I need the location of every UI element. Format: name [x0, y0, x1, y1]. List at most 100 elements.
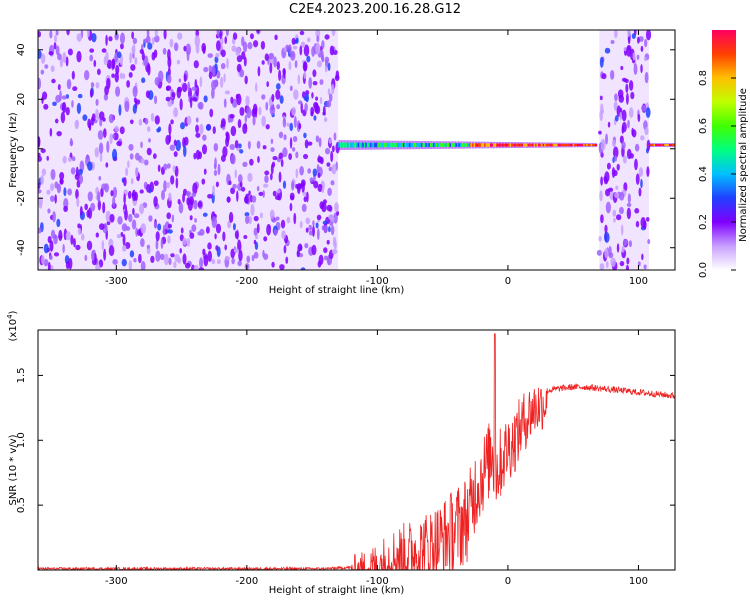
noise-cell — [293, 212, 297, 225]
signal-cell — [474, 143, 477, 147]
noise-cell — [49, 30, 53, 39]
noise-cell — [203, 168, 207, 175]
noise-cell — [634, 158, 638, 171]
signal-cell — [353, 142, 356, 148]
noise-cell — [173, 139, 177, 146]
noise-cell — [605, 133, 608, 145]
noise-cell — [220, 62, 226, 70]
noise-cell — [154, 35, 160, 43]
noise-cell — [38, 136, 41, 148]
noise-cell — [635, 173, 640, 185]
noise-cell — [208, 71, 213, 79]
signal-cell — [380, 142, 383, 148]
noise-cell — [604, 188, 611, 197]
noise-cell — [247, 140, 251, 150]
noise-cell — [146, 147, 152, 156]
noise-cell — [130, 178, 134, 185]
noise-cell — [74, 173, 81, 181]
noise-cell — [638, 167, 644, 177]
noise-cell — [219, 30, 222, 40]
noise-cell — [153, 49, 158, 58]
noise-cell — [333, 212, 338, 224]
noise-cell — [203, 66, 209, 73]
noise-cell — [115, 64, 120, 75]
noise-cell — [125, 167, 129, 177]
noise-cell — [46, 155, 49, 161]
noise-cell — [187, 81, 190, 92]
signal-cell — [387, 142, 390, 148]
noise-cell — [175, 139, 181, 152]
noise-cell — [103, 93, 109, 101]
signal-cell — [360, 142, 363, 148]
noise-cell — [312, 69, 317, 78]
noise-cell — [61, 95, 67, 100]
signal-cell — [447, 143, 450, 147]
signal-cell — [520, 143, 523, 147]
noise-cell — [332, 236, 337, 248]
noise-cell — [154, 76, 160, 86]
noise-cell — [627, 193, 631, 204]
noise-cell — [62, 243, 65, 254]
noise-cell — [176, 59, 181, 65]
signal-cell — [529, 143, 532, 147]
noise-cell — [60, 111, 66, 124]
noise-cell — [239, 106, 245, 116]
signal-cell — [366, 142, 369, 148]
signal-cell — [458, 143, 461, 147]
noise-cell — [49, 255, 53, 260]
noise-cell — [98, 259, 104, 268]
noise-cell — [170, 175, 175, 185]
noise-cell — [304, 139, 309, 149]
noise-cell — [621, 121, 627, 133]
noise-cell — [91, 113, 96, 122]
noise-cell — [315, 42, 321, 55]
noise-cell — [279, 264, 285, 270]
noise-cell — [84, 70, 90, 81]
signal-cell — [368, 142, 371, 148]
noise-cell — [253, 239, 257, 245]
noise-cell — [61, 101, 67, 114]
noise-cell — [38, 77, 42, 90]
noise-cell — [137, 229, 141, 236]
noise-cell — [327, 62, 331, 71]
noise-cell — [150, 255, 155, 264]
noise-cell — [623, 238, 627, 247]
noise-cell — [605, 261, 609, 269]
noise-cell — [258, 191, 264, 197]
signal-cell — [423, 143, 426, 148]
noise-cell — [253, 215, 259, 222]
noise-cell — [202, 248, 206, 256]
noise-cell — [243, 234, 248, 239]
noise-cell — [214, 157, 217, 169]
noise-cell — [76, 102, 82, 115]
noise-cell — [154, 95, 158, 105]
noise-cell — [53, 234, 58, 245]
noise-cell — [230, 96, 234, 104]
signal-cell — [508, 143, 511, 147]
noise-cell — [102, 201, 106, 214]
noise-cell — [184, 262, 191, 269]
noise-cell — [640, 45, 644, 52]
signal-cell — [401, 142, 404, 148]
noise-cell — [101, 183, 107, 191]
noise-cell — [326, 162, 331, 167]
noise-cell — [243, 56, 247, 67]
signal-cell — [586, 143, 589, 147]
noise-cell — [636, 54, 640, 60]
noise-cell — [38, 197, 44, 206]
noise-cell — [172, 165, 176, 173]
noise-cell — [51, 78, 56, 84]
noise-cell — [165, 85, 170, 91]
noise-cell — [187, 199, 193, 211]
noise-cell — [189, 96, 193, 109]
noise-cell — [185, 191, 192, 196]
noise-cell — [155, 231, 160, 242]
noise-cell — [234, 140, 239, 149]
noise-cell — [619, 206, 624, 215]
signal-cell — [386, 142, 389, 148]
noise-cell — [291, 106, 296, 116]
noise-cell — [207, 242, 212, 250]
noise-cell — [614, 30, 618, 39]
noise-cell — [644, 38, 648, 48]
noise-cell — [322, 199, 327, 205]
